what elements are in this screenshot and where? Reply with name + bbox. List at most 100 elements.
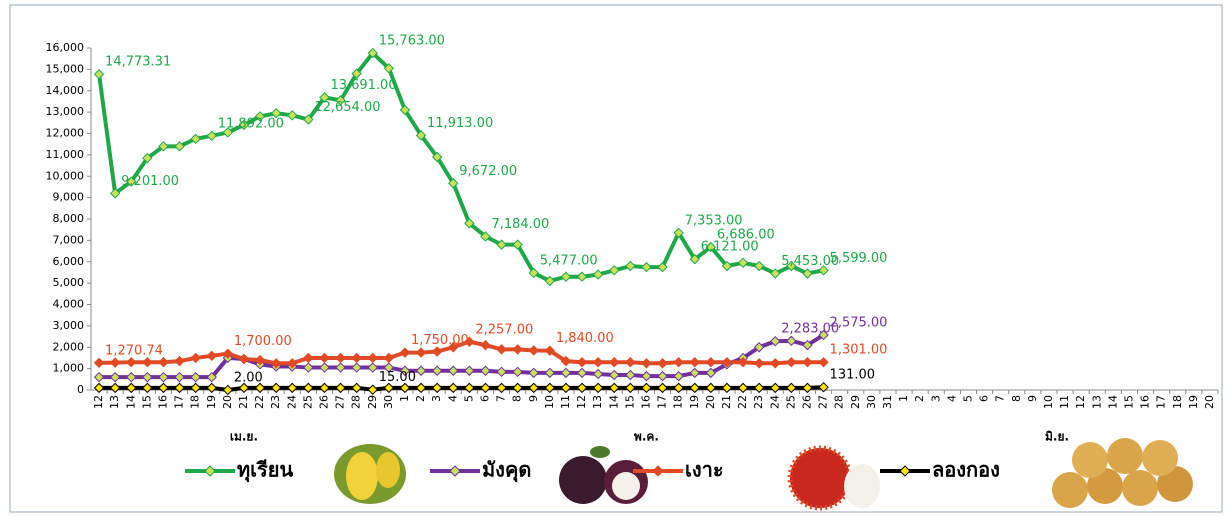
data-label: 14,773.31 — [105, 55, 171, 70]
x-tick-label: 19 — [1187, 395, 1200, 409]
x-tick-label: 11 — [559, 395, 572, 409]
y-tick-label: 5,000 — [53, 276, 85, 289]
y-tick-label: 8,000 — [53, 212, 85, 225]
x-tick-label: 10 — [543, 395, 556, 409]
legend-label: ทุเรียน — [237, 458, 293, 483]
legend-label: ลองกอง — [932, 458, 1000, 482]
x-tick-label: 23 — [269, 395, 282, 409]
y-tick-label: 6,000 — [53, 255, 85, 268]
x-tick-label: 29 — [849, 395, 862, 409]
data-label: 9,672.00 — [459, 164, 517, 179]
x-tick-label: 18 — [1171, 395, 1184, 409]
data-label: 6,686.00 — [717, 228, 775, 243]
x-tick-label: 6 — [978, 395, 991, 402]
y-tick-label: 13,000 — [46, 105, 85, 118]
x-tick-label: 5 — [462, 395, 475, 402]
data-label: 2,575.00 — [830, 315, 888, 330]
x-tick-label: 3 — [430, 395, 443, 402]
x-tick-label: 26 — [800, 395, 813, 409]
y-tick-label: 16,000 — [46, 41, 85, 54]
x-tick-label: 15 — [623, 395, 636, 409]
x-tick-label: 12 — [575, 395, 588, 409]
x-tick-label: 29 — [366, 395, 379, 409]
x-tick-label: 7 — [994, 395, 1007, 402]
data-label: 1,270.74 — [105, 343, 163, 358]
y-tick-label: 11,000 — [46, 148, 85, 161]
data-label: 131.00 — [830, 368, 876, 383]
x-tick-label: 19 — [205, 395, 218, 409]
x-tick-label: 17 — [173, 395, 186, 409]
x-tick-label: 31 — [881, 395, 894, 409]
x-tick-label: 8 — [1010, 395, 1023, 402]
data-label: 7,353.00 — [685, 213, 743, 228]
x-tick-label: 24 — [285, 395, 298, 409]
data-label: 5,477.00 — [540, 253, 598, 268]
x-tick-label: 20 — [221, 395, 234, 409]
month-label: มิ.ย. — [1045, 430, 1069, 444]
x-tick-label: 10 — [1042, 395, 1055, 409]
x-tick-label: 21 — [720, 395, 733, 409]
x-tick-label: 16 — [156, 395, 169, 409]
legend-label: เงาะ — [685, 458, 724, 482]
x-tick-label: 15 — [140, 395, 153, 409]
x-tick-label: 14 — [124, 395, 137, 409]
x-tick-label: 27 — [334, 395, 347, 409]
x-tick-label: 2 — [913, 395, 926, 402]
y-tick-label: 12,000 — [46, 127, 85, 140]
durian-picture — [334, 444, 406, 504]
x-tick-label: 14 — [607, 395, 620, 409]
data-label: 15,763.00 — [379, 34, 445, 49]
data-label: 9,201.00 — [121, 174, 179, 189]
month-label: พ.ค. — [634, 430, 659, 444]
data-label: 15.00 — [379, 370, 416, 385]
data-label: 1,840.00 — [556, 331, 614, 346]
x-tick-label: 9 — [527, 395, 540, 402]
y-tick-label: 3,000 — [53, 319, 85, 332]
x-tick-label: 17 — [656, 395, 669, 409]
x-tick-label: 18 — [189, 395, 202, 409]
x-tick-label: 17 — [1155, 395, 1168, 409]
x-tick-label: 28 — [350, 395, 363, 409]
x-tick-label: 19 — [688, 395, 701, 409]
data-label: 2,257.00 — [475, 322, 533, 337]
x-tick-label: 13 — [591, 395, 604, 409]
legend-label: มังคุด — [482, 458, 531, 483]
x-tick-label: 14 — [1106, 395, 1119, 409]
data-label: 11,913.00 — [427, 116, 493, 131]
chart-frame — [10, 5, 1222, 512]
x-tick-label: 16 — [1139, 395, 1152, 409]
month-label: เม.ย. — [230, 430, 258, 444]
y-tick-label: 7,000 — [53, 233, 85, 246]
y-tick-label: 1,000 — [53, 362, 85, 375]
x-tick-label: 1 — [897, 395, 910, 402]
x-tick-label: 3 — [929, 395, 942, 402]
x-tick-label: 25 — [784, 395, 797, 409]
x-tick-label: 21 — [237, 395, 250, 409]
x-tick-label: 6 — [478, 395, 491, 402]
data-label: 11,892.00 — [218, 116, 284, 131]
y-tick-label: 14,000 — [46, 84, 85, 97]
x-tick-label: 30 — [865, 395, 878, 409]
x-tick-label: 4 — [945, 395, 958, 402]
data-label: 1,301.00 — [830, 343, 888, 358]
x-tick-label: 27 — [817, 395, 830, 409]
x-tick-label: 8 — [511, 395, 524, 402]
data-label: 12,654.00 — [314, 100, 380, 115]
x-tick-label: 2 — [414, 395, 427, 402]
data-label: 1,750.00 — [411, 333, 469, 348]
x-tick-label: 12 — [92, 395, 105, 409]
x-tick-label: 22 — [736, 395, 749, 409]
x-tick-label: 11 — [1058, 395, 1071, 409]
y-tick-label: 4,000 — [53, 298, 85, 311]
x-tick-label: 23 — [752, 395, 765, 409]
x-tick-label: 30 — [382, 395, 395, 409]
x-tick-label: 12 — [1074, 395, 1087, 409]
x-tick-label: 24 — [768, 395, 781, 409]
y-tick-label: 2,000 — [53, 340, 85, 353]
x-tick-label: 9 — [1026, 395, 1039, 402]
data-label: 5,599.00 — [830, 251, 888, 266]
x-tick-label: 5 — [961, 395, 974, 402]
chart: 01,0002,0003,0004,0005,0006,0007,0008,00… — [0, 0, 1224, 517]
y-tick-label: 10,000 — [46, 169, 85, 182]
x-tick-label: 7 — [495, 395, 508, 402]
